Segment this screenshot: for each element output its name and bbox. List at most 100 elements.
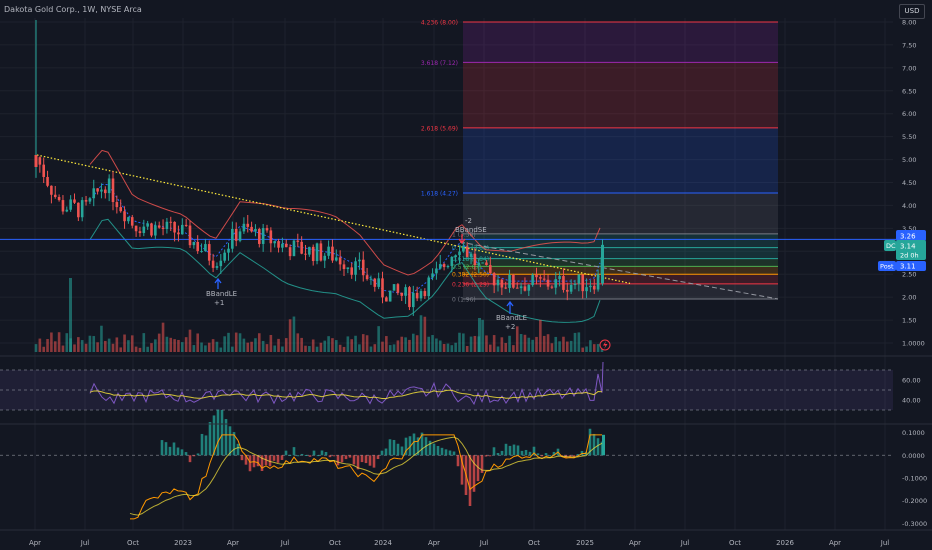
candle-body <box>319 243 323 261</box>
macd-axis-label: 0.0000 <box>902 452 925 460</box>
volume-bar <box>465 346 469 352</box>
macd-histogram-bar <box>280 455 284 460</box>
macd-histogram-bar <box>372 455 376 468</box>
time-axis[interactable]: Apr Jul Oct 2023 Apr Jul Oct 2024 Apr Jul Oct 2025 A… <box>29 539 889 547</box>
candle-body <box>223 252 226 261</box>
macd-histogram-bar <box>324 451 328 456</box>
candle-body <box>84 200 88 202</box>
volume-bar <box>84 343 88 352</box>
candle-body <box>531 274 534 286</box>
fib-zone <box>463 22 778 63</box>
candle-body <box>184 224 188 226</box>
candle-body <box>173 221 176 233</box>
volume-bar <box>254 338 257 352</box>
candle-body <box>323 255 327 261</box>
candle-body <box>296 240 300 242</box>
candle-body <box>277 241 280 248</box>
currency-button[interactable]: USD <box>899 4 925 19</box>
volume-bar <box>288 319 292 352</box>
volume-bar <box>234 332 238 352</box>
earnings-icon[interactable] <box>599 339 611 351</box>
candle-body <box>311 246 315 262</box>
candle-body <box>138 231 142 234</box>
volume-bar <box>442 343 446 352</box>
macd-histogram-bar <box>184 452 188 456</box>
volume-bar <box>335 340 338 352</box>
macd-histogram-bar <box>356 455 360 470</box>
volume-bar <box>207 342 211 352</box>
candle-body <box>219 260 223 267</box>
fib-zone <box>463 274 778 284</box>
candle-body <box>215 266 219 268</box>
volume-bar <box>392 344 396 352</box>
candle-body <box>512 274 515 288</box>
candle-body <box>481 262 484 264</box>
macd-histogram-bar <box>476 455 480 482</box>
candle-body <box>231 228 234 249</box>
price-axis-label: 6.00 <box>902 110 916 118</box>
candle-body <box>288 247 292 257</box>
time-axis-label: 2025 <box>576 539 594 547</box>
candle-body <box>46 176 49 186</box>
volume-bar <box>365 335 369 352</box>
bb-lower <box>89 218 601 323</box>
candle-body <box>400 292 404 296</box>
volume-bar <box>265 344 269 352</box>
candle-body <box>489 265 492 274</box>
candle-body <box>227 248 230 253</box>
candle-body <box>442 264 446 268</box>
volume-bar <box>196 333 199 352</box>
volume-bar <box>354 335 357 352</box>
macd-histogram-bar <box>332 455 336 457</box>
chart-title: Dakota Gold Corp., 1W, NYSE Arca <box>4 5 142 14</box>
candle-body <box>146 223 149 227</box>
fib-zone <box>463 127 778 194</box>
candle-body <box>292 240 296 257</box>
price-axis-label: 4.00 <box>902 202 916 210</box>
price-axis-label: 2.00 <box>902 294 916 302</box>
candle-body <box>265 228 269 231</box>
macd-histogram-bar <box>268 455 272 467</box>
candle-body <box>450 256 454 267</box>
trendlines[interactable] <box>0 154 896 300</box>
macd-histogram-bar <box>496 452 500 456</box>
volume-bar <box>327 336 330 352</box>
macd-histogram-bar <box>200 433 204 456</box>
volume-bar <box>531 339 534 352</box>
volume-bar <box>215 341 219 352</box>
candle-body <box>569 284 573 292</box>
volume-bar <box>127 340 130 352</box>
candle-body <box>373 278 377 287</box>
candle-body <box>77 202 80 218</box>
price-axis-label: 7.50 <box>902 41 916 49</box>
candle-body <box>88 198 92 202</box>
candle-body <box>188 225 192 246</box>
bar-countdown: 2d 0h <box>900 252 919 260</box>
bbandle-count-1: +1 <box>214 299 224 307</box>
macd-histogram-bar <box>308 455 312 457</box>
candlesticks[interactable] <box>34 20 605 316</box>
volume-bar <box>361 334 365 352</box>
macd-histogram-bar <box>472 455 476 492</box>
candle-body <box>473 253 477 266</box>
macd-axis-label: -0.3000 <box>902 520 927 528</box>
volume-bar <box>246 342 250 352</box>
volume-bar <box>546 334 550 352</box>
candle-body <box>377 278 380 287</box>
volume-bar <box>46 339 49 352</box>
volume-bar <box>311 339 315 352</box>
fib-zone <box>463 193 778 234</box>
candle-body <box>577 274 581 284</box>
macd-histogram-bar <box>352 455 356 465</box>
candle-body <box>365 275 369 280</box>
volume-bar <box>523 334 527 352</box>
fib-zone <box>463 233 778 248</box>
candle-body <box>258 229 261 244</box>
rsi-pane[interactable]: 60.00 40.00 <box>0 361 921 411</box>
price-axis-label: 5.00 <box>902 156 916 164</box>
macd-histogram-bar <box>504 443 508 456</box>
candle-body <box>423 291 427 297</box>
price-axis[interactable]: 8.00 7.50 7.00 6.50 6.00 5.50 5.00 4.50 4.00 3.50… <box>0 19 932 531</box>
macd-pane[interactable]: 0.1000 0.0000 -0.1000 -0.2000 -0.3000 <box>0 409 927 528</box>
